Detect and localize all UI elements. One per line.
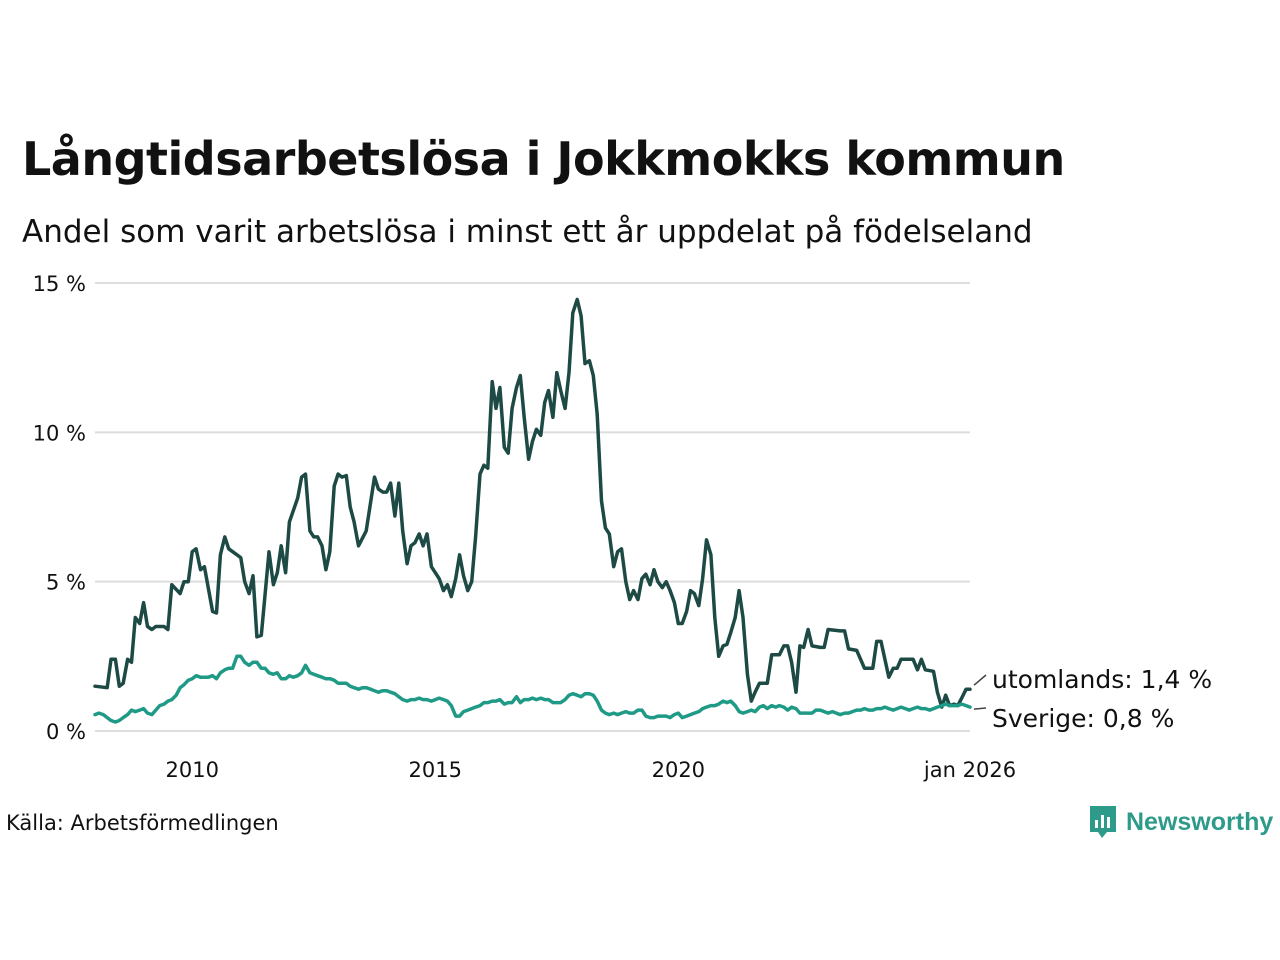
brand-name: Newsworthy <box>1126 807 1274 836</box>
end-label-utomlands: utomlands: 1,4 % <box>992 665 1212 694</box>
x-tick-label: jan 2026 <box>923 758 1016 782</box>
source-note: Källa: Arbetsförmedlingen <box>6 811 279 835</box>
series-line-sverige <box>93 654 972 724</box>
y-axis-ticks: 0 % 5 % 10 % 15 % <box>33 272 86 744</box>
x-tick-label: 2020 <box>652 758 705 782</box>
x-tick-label: 2015 <box>409 758 462 782</box>
end-label-sverige: Sverige: 0,8 % <box>992 704 1174 733</box>
label-leader-line <box>973 707 987 710</box>
x-axis-ticks: 2010 2015 2020 jan 2026 <box>165 758 1016 782</box>
newsworthy-logo: Newsworthy <box>1088 804 1273 840</box>
y-tick-label: 10 % <box>33 421 86 445</box>
y-tick-label: 0 % <box>46 720 86 744</box>
newsworthy-icon <box>1090 806 1116 838</box>
end-labels: utomlands: 1,4 % Sverige: 0,8 % <box>973 665 1212 733</box>
label-leader-line <box>973 674 987 686</box>
chart-title: Långtidsarbetslösa i Jokkmokks kommun <box>22 132 1065 186</box>
chart-subtitle: Andel som varit arbetslösa i minst ett å… <box>22 214 1033 250</box>
gridlines <box>95 282 970 732</box>
x-tick-label: 2010 <box>165 758 218 782</box>
series-line-utomlands <box>93 297 972 709</box>
series-lines <box>93 297 972 724</box>
y-tick-label: 5 % <box>46 571 86 595</box>
y-tick-label: 15 % <box>33 272 86 296</box>
